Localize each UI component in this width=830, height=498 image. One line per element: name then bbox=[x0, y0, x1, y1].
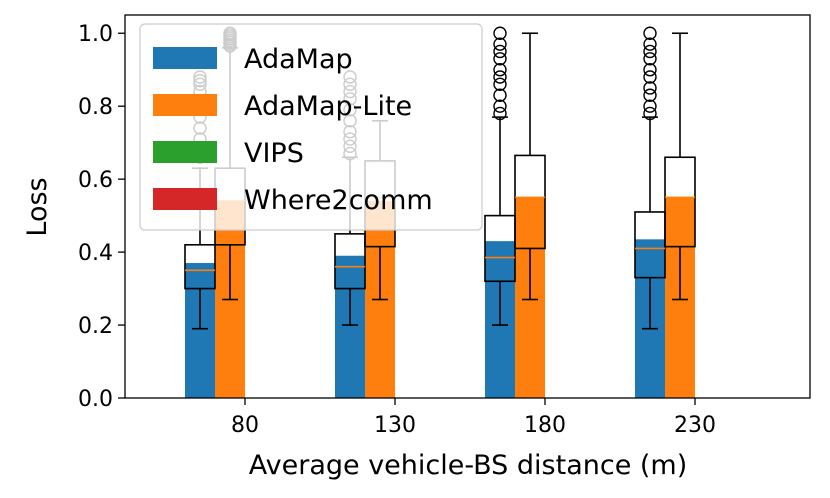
bar-adamap-80 bbox=[185, 263, 215, 398]
flier-adamap-230-5 bbox=[643, 63, 657, 77]
flier-adamap-230-8 bbox=[643, 37, 657, 51]
legend: AdaMap AdaMap-Lite VIPS Where2comm bbox=[139, 23, 483, 231]
flier-adamap-180-0 bbox=[493, 106, 507, 121]
y-axis-label: Loss bbox=[22, 177, 53, 236]
box-adamap-130 bbox=[334, 233, 366, 290]
legend-swatch-adamap-lite bbox=[153, 94, 217, 116]
legend-swatch-where2comm bbox=[153, 188, 217, 210]
x-tick-label-130: 130 bbox=[374, 413, 416, 438]
flier-adamap-230-0 bbox=[643, 106, 657, 121]
plot-frame bbox=[124, 14, 811, 399]
flier-adamap-180-5 bbox=[493, 63, 507, 77]
y-tick-label-0: 0.0 bbox=[78, 387, 113, 412]
box-adamap-lite-230 bbox=[664, 156, 696, 248]
legend-box bbox=[139, 23, 483, 231]
flier-adamap-230-6 bbox=[643, 52, 657, 66]
legend-swatch-vips bbox=[153, 141, 217, 163]
flier-adamap-180-4 bbox=[493, 70, 507, 84]
flier-adamap-180-8 bbox=[493, 37, 507, 51]
legend-label-vips: VIPS bbox=[244, 138, 304, 169]
legend-label-adamap-lite: AdaMap-Lite bbox=[244, 91, 412, 122]
x-tick-label-80: 80 bbox=[231, 413, 259, 438]
flier-adamap-180-1 bbox=[493, 99, 507, 113]
x-axis-ticks: 80 130 180 230 bbox=[231, 398, 716, 438]
flier-adamap-180-9 bbox=[493, 26, 507, 40]
flier-adamap-180-2 bbox=[493, 88, 507, 102]
flier-adamap-230-2 bbox=[643, 88, 657, 102]
y-tick-label-4: 0.8 bbox=[78, 95, 113, 120]
y-tick-label-3: 0.6 bbox=[78, 168, 113, 193]
flier-adamap-230-3 bbox=[643, 81, 657, 95]
legend-swatch-adamap bbox=[153, 47, 217, 69]
legend-label-where2comm: Where2comm bbox=[244, 185, 433, 216]
y-tick-label-1: 0.2 bbox=[78, 314, 113, 339]
flier-adamap-180-3 bbox=[493, 77, 507, 92]
flier-adamap-230-4 bbox=[643, 70, 657, 84]
flier-adamap-230-9 bbox=[643, 26, 657, 40]
x-tick-label-180: 180 bbox=[524, 413, 566, 438]
box-adamap-lite-180 bbox=[514, 154, 546, 250]
legend-label-adamap: AdaMap bbox=[244, 44, 353, 75]
y-tick-label-2: 0.4 bbox=[78, 241, 113, 266]
box-adamap-80 bbox=[184, 244, 216, 290]
flier-adamap-230-7 bbox=[643, 44, 657, 59]
y-axis-ticks: 0.0 0.2 0.4 0.6 0.8 1.0 bbox=[78, 22, 125, 412]
bar-adamap-130 bbox=[335, 255, 365, 398]
x-axis-label: Average vehicle-BS distance (m) bbox=[249, 450, 688, 481]
flier-adamap-180-6 bbox=[493, 52, 507, 66]
flier-adamap-230-1 bbox=[643, 99, 657, 113]
y-tick-label-5: 1.0 bbox=[78, 22, 113, 47]
x-tick-label-230: 230 bbox=[674, 413, 716, 438]
flier-adamap-180-7 bbox=[493, 44, 507, 59]
